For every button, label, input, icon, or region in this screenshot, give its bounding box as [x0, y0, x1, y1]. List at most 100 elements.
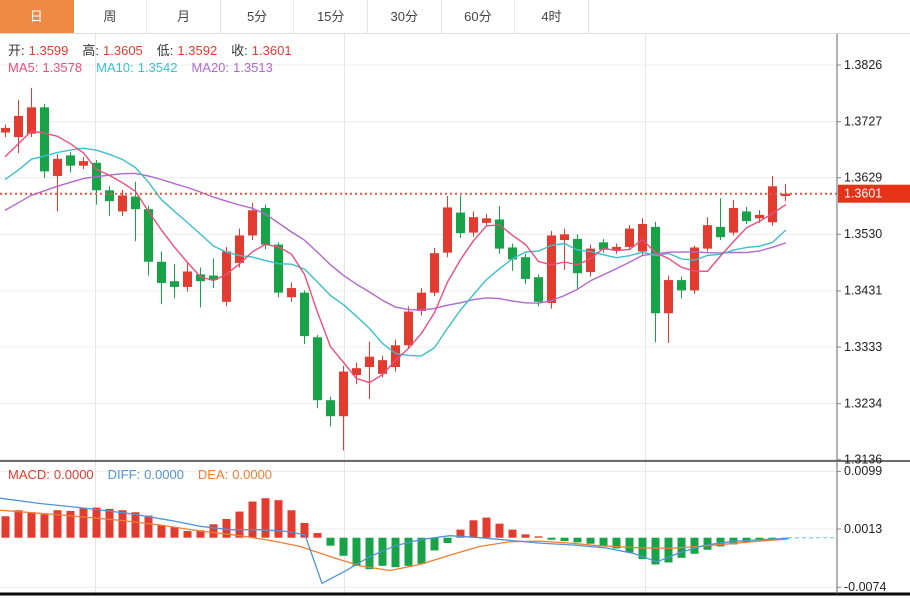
macd-bar [183, 531, 192, 538]
tab-5min[interactable]: 5分 [220, 0, 295, 33]
candle-body [378, 360, 387, 374]
macd-bar [261, 498, 270, 538]
candle-body [417, 292, 426, 311]
macd-bar [768, 537, 777, 540]
current-price-tag-label: 1.3601 [844, 186, 882, 200]
tab-60min[interactable]: 60分 [441, 0, 516, 33]
candle-body [222, 251, 231, 302]
tab-month[interactable]: 月 [147, 0, 221, 33]
macd-bar [521, 534, 530, 538]
macd-bar [430, 537, 439, 551]
macd-bar [92, 507, 101, 538]
high-label: 高: [82, 43, 100, 58]
candle-body [625, 228, 634, 247]
macd-bar [599, 537, 608, 546]
macd-bar [547, 537, 556, 540]
price-axis-label: 1.3333 [844, 340, 882, 354]
macd-bar [560, 537, 569, 542]
candle-body [599, 242, 608, 250]
macd-bar [313, 533, 322, 538]
macd-bar [586, 537, 595, 544]
macd-bar [495, 523, 504, 538]
macd-bar [209, 524, 218, 538]
macd-value: 0.0000 [53, 467, 94, 482]
macd-bar [612, 537, 621, 549]
candle-body [66, 155, 75, 166]
price-axis-label: 1.3136 [844, 452, 882, 466]
candle-body [170, 281, 179, 287]
macd-bar [716, 537, 725, 547]
candle-body [118, 195, 127, 212]
candle-body [261, 208, 270, 245]
price-axis-label: 1.3727 [844, 114, 882, 128]
candle-body [781, 193, 790, 196]
tab-4hour[interactable]: 4时 [515, 0, 589, 33]
macd-bar [508, 529, 517, 538]
macd-bar [144, 515, 153, 538]
candle-body [14, 115, 23, 138]
tab-15min[interactable]: 15分 [294, 0, 368, 33]
macd-bar [755, 537, 764, 541]
macd-bar [131, 512, 140, 538]
diff-label: DIFF: [107, 467, 141, 482]
candle-body [716, 226, 725, 238]
candle-body [482, 218, 491, 223]
timeframe-toolbar: 日周月 5分 15分 30分 60分 4时 [0, 0, 910, 34]
candle-body [768, 186, 777, 223]
candle-body [534, 277, 543, 302]
macd-bar [534, 536, 543, 538]
candle-body [690, 247, 699, 291]
candle-body [469, 217, 478, 233]
candle-body [248, 210, 257, 236]
macd-bar [365, 537, 374, 570]
close-label: 收: [231, 43, 248, 58]
macd-bar [417, 537, 426, 564]
low-value: 1.3592 [177, 43, 218, 58]
candle-body [638, 224, 647, 252]
candle-body [131, 196, 140, 210]
ma5-value: 1.3578 [42, 60, 83, 75]
tab-week[interactable]: 周 [73, 0, 148, 33]
macd-bar [79, 508, 88, 538]
candle-body [27, 107, 36, 134]
macd-bar [40, 514, 49, 538]
macd-bar [703, 537, 712, 550]
price-axis-label: 1.3234 [844, 396, 882, 410]
ma10-value: 1.3542 [137, 60, 178, 75]
candle-body [196, 274, 205, 282]
tab-30min[interactable]: 30分 [367, 0, 442, 33]
diff-line [0, 497, 789, 584]
macd-bar [27, 512, 36, 538]
price-axis-label: 1.3826 [844, 58, 882, 72]
candle-body [40, 107, 49, 172]
macd-bars-group [1, 498, 790, 570]
diff-value: 0.0000 [144, 467, 184, 482]
macd-bar [391, 537, 400, 568]
candle-body [404, 311, 413, 346]
current-price-tag [838, 184, 910, 203]
price-axis-label: 1.3530 [844, 227, 882, 241]
macd-bar [456, 529, 465, 538]
macd-bar [664, 537, 673, 563]
candle-body [274, 244, 283, 293]
macd-legend: MACD: 0.0000 DIFF: 0.0000 DEA: 0.0000 [8, 467, 276, 482]
candle-body [300, 292, 309, 337]
candle-body [391, 345, 400, 368]
macd-bar [248, 501, 257, 538]
candle-body [521, 257, 530, 279]
macd-bar [222, 518, 231, 538]
candle-body [755, 214, 764, 219]
tab-day[interactable]: 日 [0, 0, 74, 33]
ma5-label: MA5: [8, 60, 39, 75]
candle-body [326, 400, 335, 417]
candle-body [144, 209, 153, 262]
dea-label: DEA: [197, 467, 229, 482]
ma5-line [4, 130, 787, 384]
candle-body [703, 225, 712, 249]
macd-bar [118, 510, 127, 538]
low-label: 低: [156, 43, 174, 58]
candle-body [1, 127, 10, 133]
